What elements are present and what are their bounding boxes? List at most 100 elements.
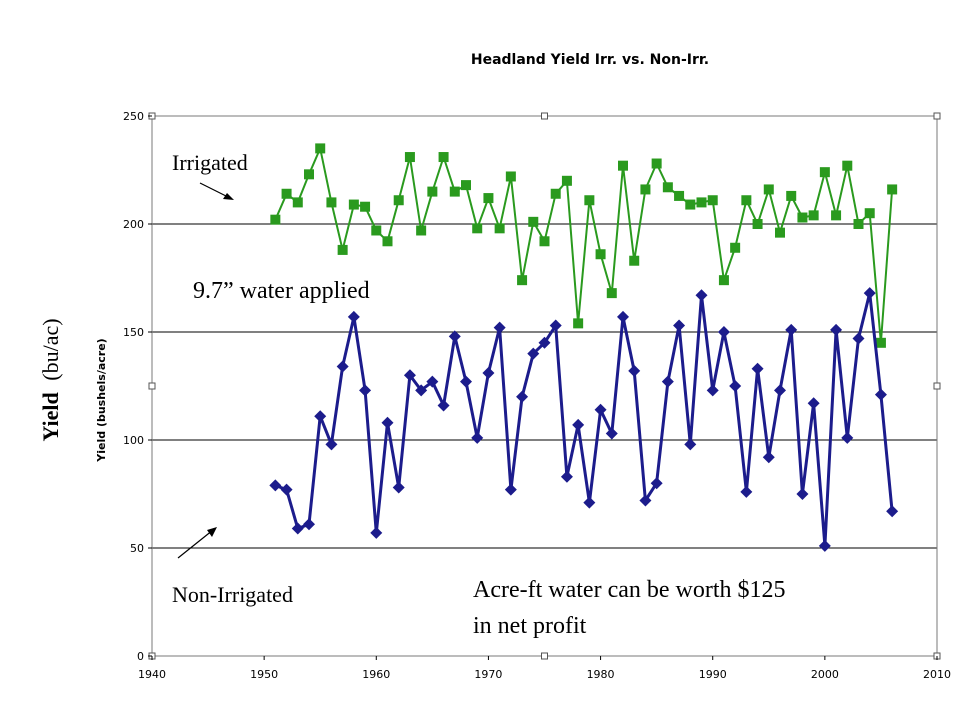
- data-point-non_irrigated: [617, 310, 629, 323]
- data-point-irrigated: [472, 223, 483, 234]
- data-point-non_irrigated: [740, 485, 753, 498]
- data-point-irrigated: [606, 288, 617, 299]
- data-point-irrigated: [315, 143, 326, 154]
- data-point-non_irrigated: [493, 321, 506, 334]
- data-point-irrigated: [875, 337, 886, 348]
- data-point-irrigated: [573, 318, 584, 329]
- data-point-irrigated: [741, 195, 752, 206]
- data-point-non_irrigated: [639, 494, 652, 507]
- data-point-irrigated: [382, 236, 393, 247]
- data-point-irrigated: [416, 225, 427, 236]
- data-point-irrigated: [595, 249, 606, 260]
- data-point-irrigated: [674, 190, 685, 201]
- data-point-irrigated: [393, 195, 404, 206]
- data-point-non_irrigated: [516, 390, 529, 403]
- data-point-non_irrigated: [628, 364, 641, 377]
- data-point-irrigated: [371, 225, 382, 236]
- data-point-irrigated: [348, 199, 359, 210]
- data-point-non_irrigated: [785, 323, 798, 336]
- frame-handle: [933, 112, 941, 120]
- data-point-irrigated: [539, 236, 550, 247]
- y-tick-label: 150: [123, 326, 144, 339]
- data-point-irrigated: [461, 180, 471, 191]
- data-point-non_irrigated: [830, 323, 843, 336]
- data-point-non_irrigated: [426, 375, 439, 388]
- data-point-irrigated: [494, 223, 505, 234]
- water-applied-label: 9.7” water applied: [193, 278, 370, 304]
- data-point-non_irrigated: [504, 483, 517, 496]
- non-irrigated-label: Non-Irrigated: [172, 582, 293, 607]
- irrigated-label: Irrigated: [172, 150, 248, 175]
- data-point-irrigated: [326, 197, 337, 208]
- data-point-irrigated: [864, 208, 875, 219]
- data-point-irrigated: [640, 184, 651, 195]
- data-point-irrigated: [819, 167, 830, 178]
- frame-handle: [541, 112, 548, 120]
- data-point-irrigated: [304, 169, 314, 180]
- data-point-non_irrigated: [594, 403, 607, 416]
- data-point-non_irrigated: [572, 418, 585, 431]
- data-point-irrigated: [696, 197, 707, 208]
- data-point-non_irrigated: [863, 287, 876, 300]
- data-point-irrigated: [505, 171, 516, 182]
- data-point-irrigated: [483, 193, 494, 204]
- data-point-irrigated: [752, 219, 763, 229]
- data-point-non_irrigated: [460, 375, 472, 388]
- data-point-non_irrigated: [762, 451, 775, 464]
- data-point-non_irrigated: [583, 496, 596, 509]
- data-point-non_irrigated: [650, 477, 663, 490]
- data-point-non_irrigated: [706, 384, 719, 397]
- data-point-non_irrigated: [392, 481, 405, 494]
- data-point-irrigated: [685, 199, 696, 210]
- profit-note-line-1: Acre-ft water can be worth $125: [473, 577, 786, 603]
- x-tick-label: 1970: [474, 668, 502, 681]
- frame-handle: [148, 382, 156, 390]
- data-point-non_irrigated: [729, 380, 742, 392]
- data-point-irrigated: [629, 255, 640, 266]
- data-point-irrigated: [449, 186, 460, 197]
- y-axis-outer-label-units: (bu/ac): [38, 318, 63, 380]
- irrigated-arrow: [199, 182, 231, 199]
- data-point-non_irrigated: [291, 522, 304, 535]
- data-point-non_irrigated: [661, 375, 674, 388]
- data-point-non_irrigated: [695, 289, 708, 302]
- data-point-non_irrigated: [347, 310, 360, 323]
- data-point-non_irrigated: [673, 319, 686, 332]
- data-point-non_irrigated: [415, 384, 428, 397]
- y-tick-label: 250: [123, 110, 144, 123]
- data-point-non_irrigated: [280, 483, 293, 496]
- data-point-non_irrigated: [448, 330, 461, 343]
- data-point-non_irrigated: [527, 347, 540, 360]
- y-tick-label: 0: [137, 650, 144, 663]
- data-point-non_irrigated: [852, 332, 865, 345]
- data-point-non_irrigated: [774, 384, 786, 397]
- data-point-non_irrigated: [314, 410, 327, 423]
- data-point-irrigated: [561, 175, 572, 186]
- data-point-irrigated: [281, 188, 292, 199]
- non-irrigated-arrow: [177, 529, 214, 559]
- data-point-irrigated: [808, 210, 819, 221]
- data-point-irrigated: [404, 152, 415, 163]
- data-point-non_irrigated: [538, 336, 551, 349]
- data-point-non_irrigated: [303, 518, 315, 531]
- y-tick-label: 100: [123, 434, 144, 447]
- x-tick-label: 2000: [811, 668, 839, 681]
- data-point-irrigated: [763, 184, 774, 195]
- data-point-irrigated: [550, 188, 561, 199]
- data-point-irrigated: [831, 210, 842, 221]
- data-point-non_irrigated: [381, 416, 394, 429]
- data-point-irrigated: [270, 214, 281, 225]
- y-axis-outer-label: Yield (bu/ac): [38, 318, 63, 441]
- data-point-irrigated: [438, 152, 449, 163]
- data-point-non_irrigated: [437, 399, 450, 412]
- frame-handle: [933, 382, 941, 390]
- data-point-irrigated: [853, 219, 864, 229]
- data-point-irrigated: [517, 275, 528, 286]
- data-point-non_irrigated: [560, 470, 573, 483]
- data-point-irrigated: [718, 275, 729, 286]
- data-point-irrigated: [528, 216, 539, 227]
- data-point-irrigated: [842, 160, 853, 171]
- x-tick-label: 1950: [250, 668, 278, 681]
- irrigated-arrowhead: [223, 193, 234, 200]
